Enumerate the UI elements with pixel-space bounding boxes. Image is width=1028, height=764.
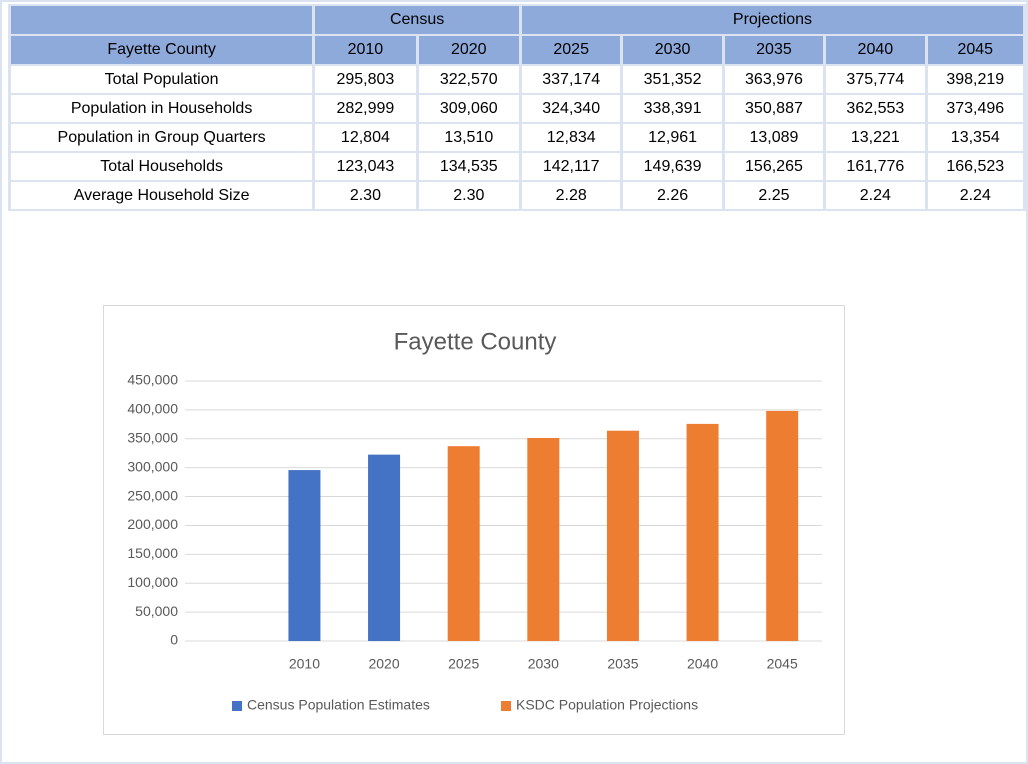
table-cell: 373,496 (927, 95, 1023, 122)
table-cell: 322,570 (418, 66, 519, 93)
table-cell: 309,060 (418, 95, 519, 122)
y-tick-label: 350,000 (127, 429, 178, 445)
bar (527, 437, 560, 641)
table-cell: 156,265 (724, 153, 824, 180)
year-header: 2040 (826, 36, 925, 64)
empty-header (11, 6, 313, 34)
y-tick-label: 400,000 (127, 401, 178, 417)
table-cell: 324,340 (521, 95, 621, 122)
x-tick-label: 2010 (289, 656, 320, 672)
legend-swatch (501, 701, 511, 711)
x-tick-label: 2040 (687, 656, 718, 672)
table-cell: 2.26 (623, 182, 722, 209)
bar (766, 410, 799, 641)
y-tick-label: 200,000 (127, 516, 178, 532)
table-cell: 398,219 (927, 66, 1023, 93)
table-cell: 166,523 (927, 153, 1023, 180)
row-label: Average Household Size (11, 182, 313, 209)
table-row: Total Population 295,803 322,570 337,174 351… (11, 66, 1023, 93)
row-label: Population in Households (11, 95, 313, 122)
table-cell: 12,961 (623, 124, 722, 151)
table-cell: 351,352 (623, 66, 722, 93)
x-tick-label: 2045 (767, 656, 798, 672)
table-cell: 2.28 (521, 182, 621, 209)
table-cell: 363,976 (724, 66, 824, 93)
table-cell: 12,804 (315, 124, 416, 151)
year-header: 2025 (521, 36, 621, 64)
year-header: 2035 (724, 36, 824, 64)
y-tick-label: 0 (170, 632, 178, 648)
x-tick-label: 2035 (607, 656, 638, 672)
x-tick-label: 2025 (448, 656, 479, 672)
chart: Fayette County 0 50,000 100,000 150,000 200,… (103, 305, 845, 735)
group-header: Census (315, 6, 519, 34)
y-tick-label: 50,000 (135, 603, 178, 619)
year-header: 2020 (418, 36, 519, 64)
table-cell: 13,089 (724, 124, 824, 151)
x-tick-label: 2030 (528, 656, 559, 672)
table-cell: 2.25 (724, 182, 824, 209)
data-table: Census Projections Fayette County 2010 20… (8, 4, 1026, 211)
table-head: Census Projections Fayette County 2010 20… (11, 6, 1023, 64)
table-cell: 13,221 (826, 124, 925, 151)
table-cell: 2.30 (315, 182, 416, 209)
y-tick-label: 250,000 (127, 487, 178, 503)
bar (686, 423, 719, 641)
y-tick-label: 450,000 (127, 372, 178, 388)
table-row: Total Households 123,043 134,535 142,117 149… (11, 153, 1023, 180)
year-header: 2010 (315, 36, 416, 64)
table-cell: 12,834 (521, 124, 621, 151)
table-row: Population in Group Quarters 12,804 13,510… (11, 124, 1023, 151)
table-cell: 337,174 (521, 66, 621, 93)
chart-border (103, 305, 845, 735)
table-cell: 375,774 (826, 66, 925, 93)
table-cell: 350,887 (724, 95, 824, 122)
corner-header: Fayette County (11, 36, 313, 64)
table-cell: 123,043 (315, 153, 416, 180)
row-label: Total Population (11, 66, 313, 93)
y-tick-label: 150,000 (127, 545, 178, 561)
y-tick-label: 300,000 (127, 458, 178, 474)
legend-swatch (232, 701, 242, 711)
table-cell: 142,117 (521, 153, 621, 180)
chart-title: Fayette County (394, 328, 557, 355)
table-cell: 2.30 (418, 182, 519, 209)
x-tick-label: 2020 (368, 656, 399, 672)
year-row: Fayette County 2010 2020 2025 2030 2035 2040 2… (11, 36, 1023, 64)
table-cell: 161,776 (826, 153, 925, 180)
row-label: Total Households (11, 153, 313, 180)
bar (606, 430, 639, 641)
bar (288, 470, 321, 641)
group-row: Census Projections (11, 6, 1023, 34)
table-cell: 13,510 (418, 124, 519, 151)
table-cell: 282,999 (315, 95, 416, 122)
legend-label: Census Population Estimates (247, 697, 430, 713)
year-header: 2045 (927, 36, 1023, 64)
bar (447, 446, 480, 641)
table-cell: 2.24 (826, 182, 925, 209)
legend-label: KSDC Population Projections (516, 697, 698, 713)
table-cell: 149,639 (623, 153, 722, 180)
table-cell: 295,803 (315, 66, 416, 93)
bar (368, 454, 401, 641)
group-header: Projections (521, 6, 1023, 34)
table-body: Total Population 295,803 322,570 337,174 351… (11, 66, 1023, 209)
table-cell: 362,553 (826, 95, 925, 122)
year-header: 2030 (623, 36, 722, 64)
table-row: Population in Households 282,999 309,060 32… (11, 95, 1023, 122)
table-cell: 2.24 (927, 182, 1023, 209)
row-label: Population in Group Quarters (11, 124, 313, 151)
table-row: Average Household Size 2.30 2.30 2.28 2.26 2.… (11, 182, 1023, 209)
table-cell: 338,391 (623, 95, 722, 122)
y-tick-label: 100,000 (127, 574, 178, 590)
table-cell: 134,535 (418, 153, 519, 180)
table-cell: 13,354 (927, 124, 1023, 151)
